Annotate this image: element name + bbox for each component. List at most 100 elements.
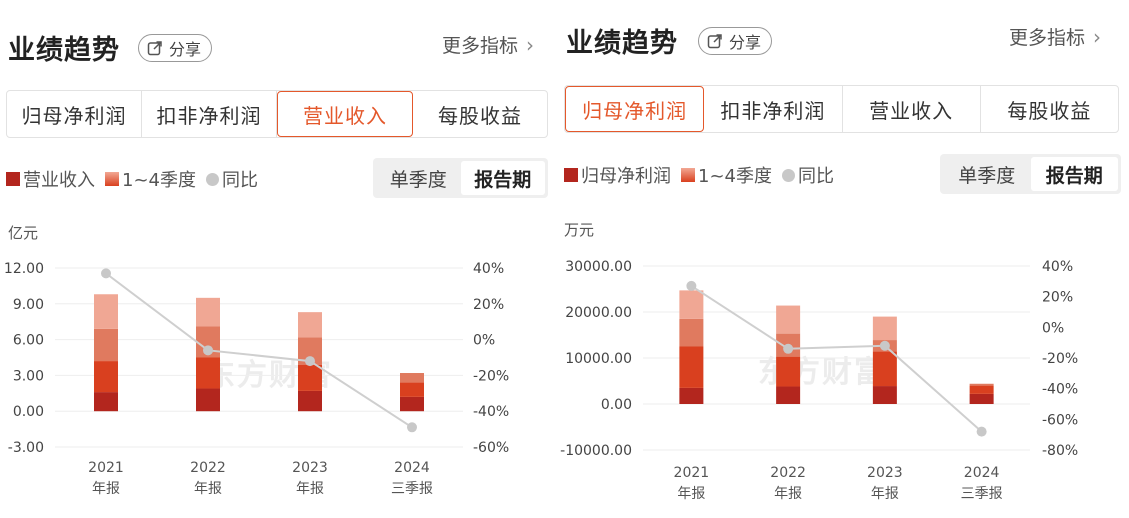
metric-tabs: 归母净利润 扣非净利润 营业收入 每股收益 — [6, 90, 548, 138]
tab-deducted-net-profit[interactable]: 扣非净利润 — [142, 91, 277, 137]
bar-segment — [298, 390, 322, 412]
share-button[interactable]: 分享 — [138, 34, 213, 62]
chart-legend: 营业收入 1~4季度 同比 — [6, 166, 264, 192]
bar-segment — [400, 373, 424, 383]
legend-swatch — [564, 168, 578, 182]
legend-label: 归母净利润 — [581, 166, 671, 187]
x-tick-label: 年报 — [194, 481, 222, 497]
chart-right: 30000.00 20000.00 10000.00 0.00 -10000.00 40%… — [560, 259, 1078, 502]
share-icon — [147, 41, 162, 56]
legend-item-yoy[interactable]: 同比 — [206, 166, 258, 192]
single-quarter-button[interactable]: 单季度 — [958, 164, 1016, 187]
x-tick-label: 2023 — [867, 465, 903, 481]
bar-segment — [872, 386, 897, 404]
legend-dot — [206, 172, 219, 186]
legend-swatch — [105, 172, 119, 186]
bar-segment — [196, 388, 220, 412]
tab-net-profit[interactable]: 归母净利润 — [7, 91, 142, 137]
chevron-right-icon: › — [526, 32, 535, 57]
report-period-button[interactable]: 报告期 — [460, 161, 545, 195]
yoy-point — [686, 280, 697, 291]
y-tick-label: 30000.00 — [565, 259, 632, 275]
x-tick-label: 2022 — [190, 460, 226, 476]
bar-segment — [94, 392, 118, 412]
right-panel: 业绩趋势 分享 更多指标 › 归母净利润 扣非净利润 营业收入 每股收益 归母净… — [560, 0, 1129, 518]
share-button[interactable]: 分享 — [698, 27, 773, 55]
bar-segment — [872, 316, 897, 341]
report-period-button[interactable]: 报告期 — [1030, 157, 1118, 191]
tab-eps[interactable]: 每股收益 — [438, 103, 522, 128]
x-tick-label: 年报 — [677, 486, 705, 502]
tab-revenue[interactable]: 营业收入 — [277, 91, 413, 137]
period-toggle: 单季度 报告期 — [373, 158, 548, 198]
legend-item-yoy[interactable]: 同比 — [782, 162, 834, 188]
tab-net-profit[interactable]: 归母净利润 — [565, 86, 705, 132]
legend-label: 1~4季度 — [122, 170, 196, 191]
bar-segment — [298, 312, 322, 338]
x-tick-label: 2021 — [88, 460, 124, 476]
legend-label: 同比 — [222, 170, 258, 191]
legend-item-revenue[interactable]: 营业收入 — [6, 166, 95, 192]
y2-tick-label: -60% — [1042, 412, 1078, 428]
tab-deducted-net-profit[interactable]: 扣非净利润 — [704, 86, 843, 132]
bar-segment — [196, 357, 220, 389]
tab-revenue[interactable]: 营业收入 — [843, 86, 981, 132]
x-tick-label: 2023 — [292, 460, 328, 476]
y-tick-label: 0.00 — [13, 404, 44, 420]
bar-segment — [94, 361, 118, 393]
bar-segment — [679, 387, 704, 404]
x-tick-label: 2024 — [394, 460, 430, 476]
y-tick-label: 9.00 — [13, 297, 44, 313]
section-title: 业绩趋势 — [8, 35, 120, 66]
legend-item-quarters[interactable]: 1~4季度 — [681, 162, 772, 188]
bar-segment — [969, 385, 994, 394]
yoy-line — [690, 285, 983, 433]
bar-segment — [298, 364, 322, 391]
more-indicators-link[interactable]: 更多指标 › — [442, 31, 534, 58]
legend-swatch — [6, 172, 20, 186]
y2-tick-label: -40% — [473, 404, 509, 420]
yoy-point — [783, 343, 794, 354]
y2-tick-label: 20% — [1042, 290, 1073, 306]
bar-segment — [400, 382, 424, 397]
chart-left: 12.00 9.00 6.00 3.00 0.00 -3.00 40% 20% 0% -20% -4… — [4, 261, 509, 497]
single-quarter-button[interactable]: 单季度 — [389, 168, 447, 191]
more-indicators-link[interactable]: 更多指标 › — [1009, 23, 1101, 50]
bar-segment — [94, 328, 118, 362]
x-tick-label: 2024 — [964, 465, 1000, 481]
bar-segment — [776, 356, 801, 387]
x-tick-label: 年报 — [296, 481, 324, 497]
y-tick-label: 20000.00 — [565, 305, 632, 321]
y-tick-label: 12.00 — [4, 261, 44, 277]
yoy-line — [105, 272, 413, 429]
y2-tick-label: -40% — [1042, 382, 1078, 398]
y2-tick-label: 40% — [1042, 259, 1073, 275]
y2-tick-label: -60% — [473, 440, 509, 456]
legend-item-net-profit[interactable]: 归母净利润 — [564, 162, 671, 188]
y-axis-unit: 万元 — [564, 221, 595, 239]
y-tick-label: 0.00 — [601, 397, 632, 413]
share-label: 分享 — [729, 33, 762, 52]
x-tick-label: 年报 — [871, 486, 899, 502]
bar-segment — [679, 290, 704, 319]
yoy-point — [101, 268, 111, 279]
bar-segment — [94, 294, 118, 329]
more-indicators-label: 更多指标 — [1009, 27, 1086, 49]
period-toggle: 单季度 报告期 — [940, 154, 1121, 194]
legend-item-quarters[interactable]: 1~4季度 — [105, 166, 196, 192]
yoy-point — [407, 422, 417, 433]
bar-segment — [776, 305, 801, 334]
yoy-point — [879, 340, 890, 351]
tab-eps[interactable]: 每股收益 — [1007, 98, 1092, 123]
x-tick-label: 2022 — [770, 465, 806, 481]
y2-tick-label: 40% — [473, 261, 504, 277]
y-tick-label: -10000.00 — [560, 443, 632, 459]
bar-segment — [969, 393, 994, 404]
bar-segment — [679, 318, 704, 347]
y-tick-label: -3.00 — [8, 440, 44, 456]
share-label: 分享 — [169, 40, 202, 59]
y2-tick-label: 0% — [1042, 320, 1064, 336]
section-title: 业绩趋势 — [566, 28, 678, 59]
x-tick-label: 三季报 — [391, 481, 433, 497]
left-panel: 业绩趋势 分享 更多指标 › 归母净利润 扣非净利润 营业收入 每股收益 营业收… — [0, 0, 552, 518]
